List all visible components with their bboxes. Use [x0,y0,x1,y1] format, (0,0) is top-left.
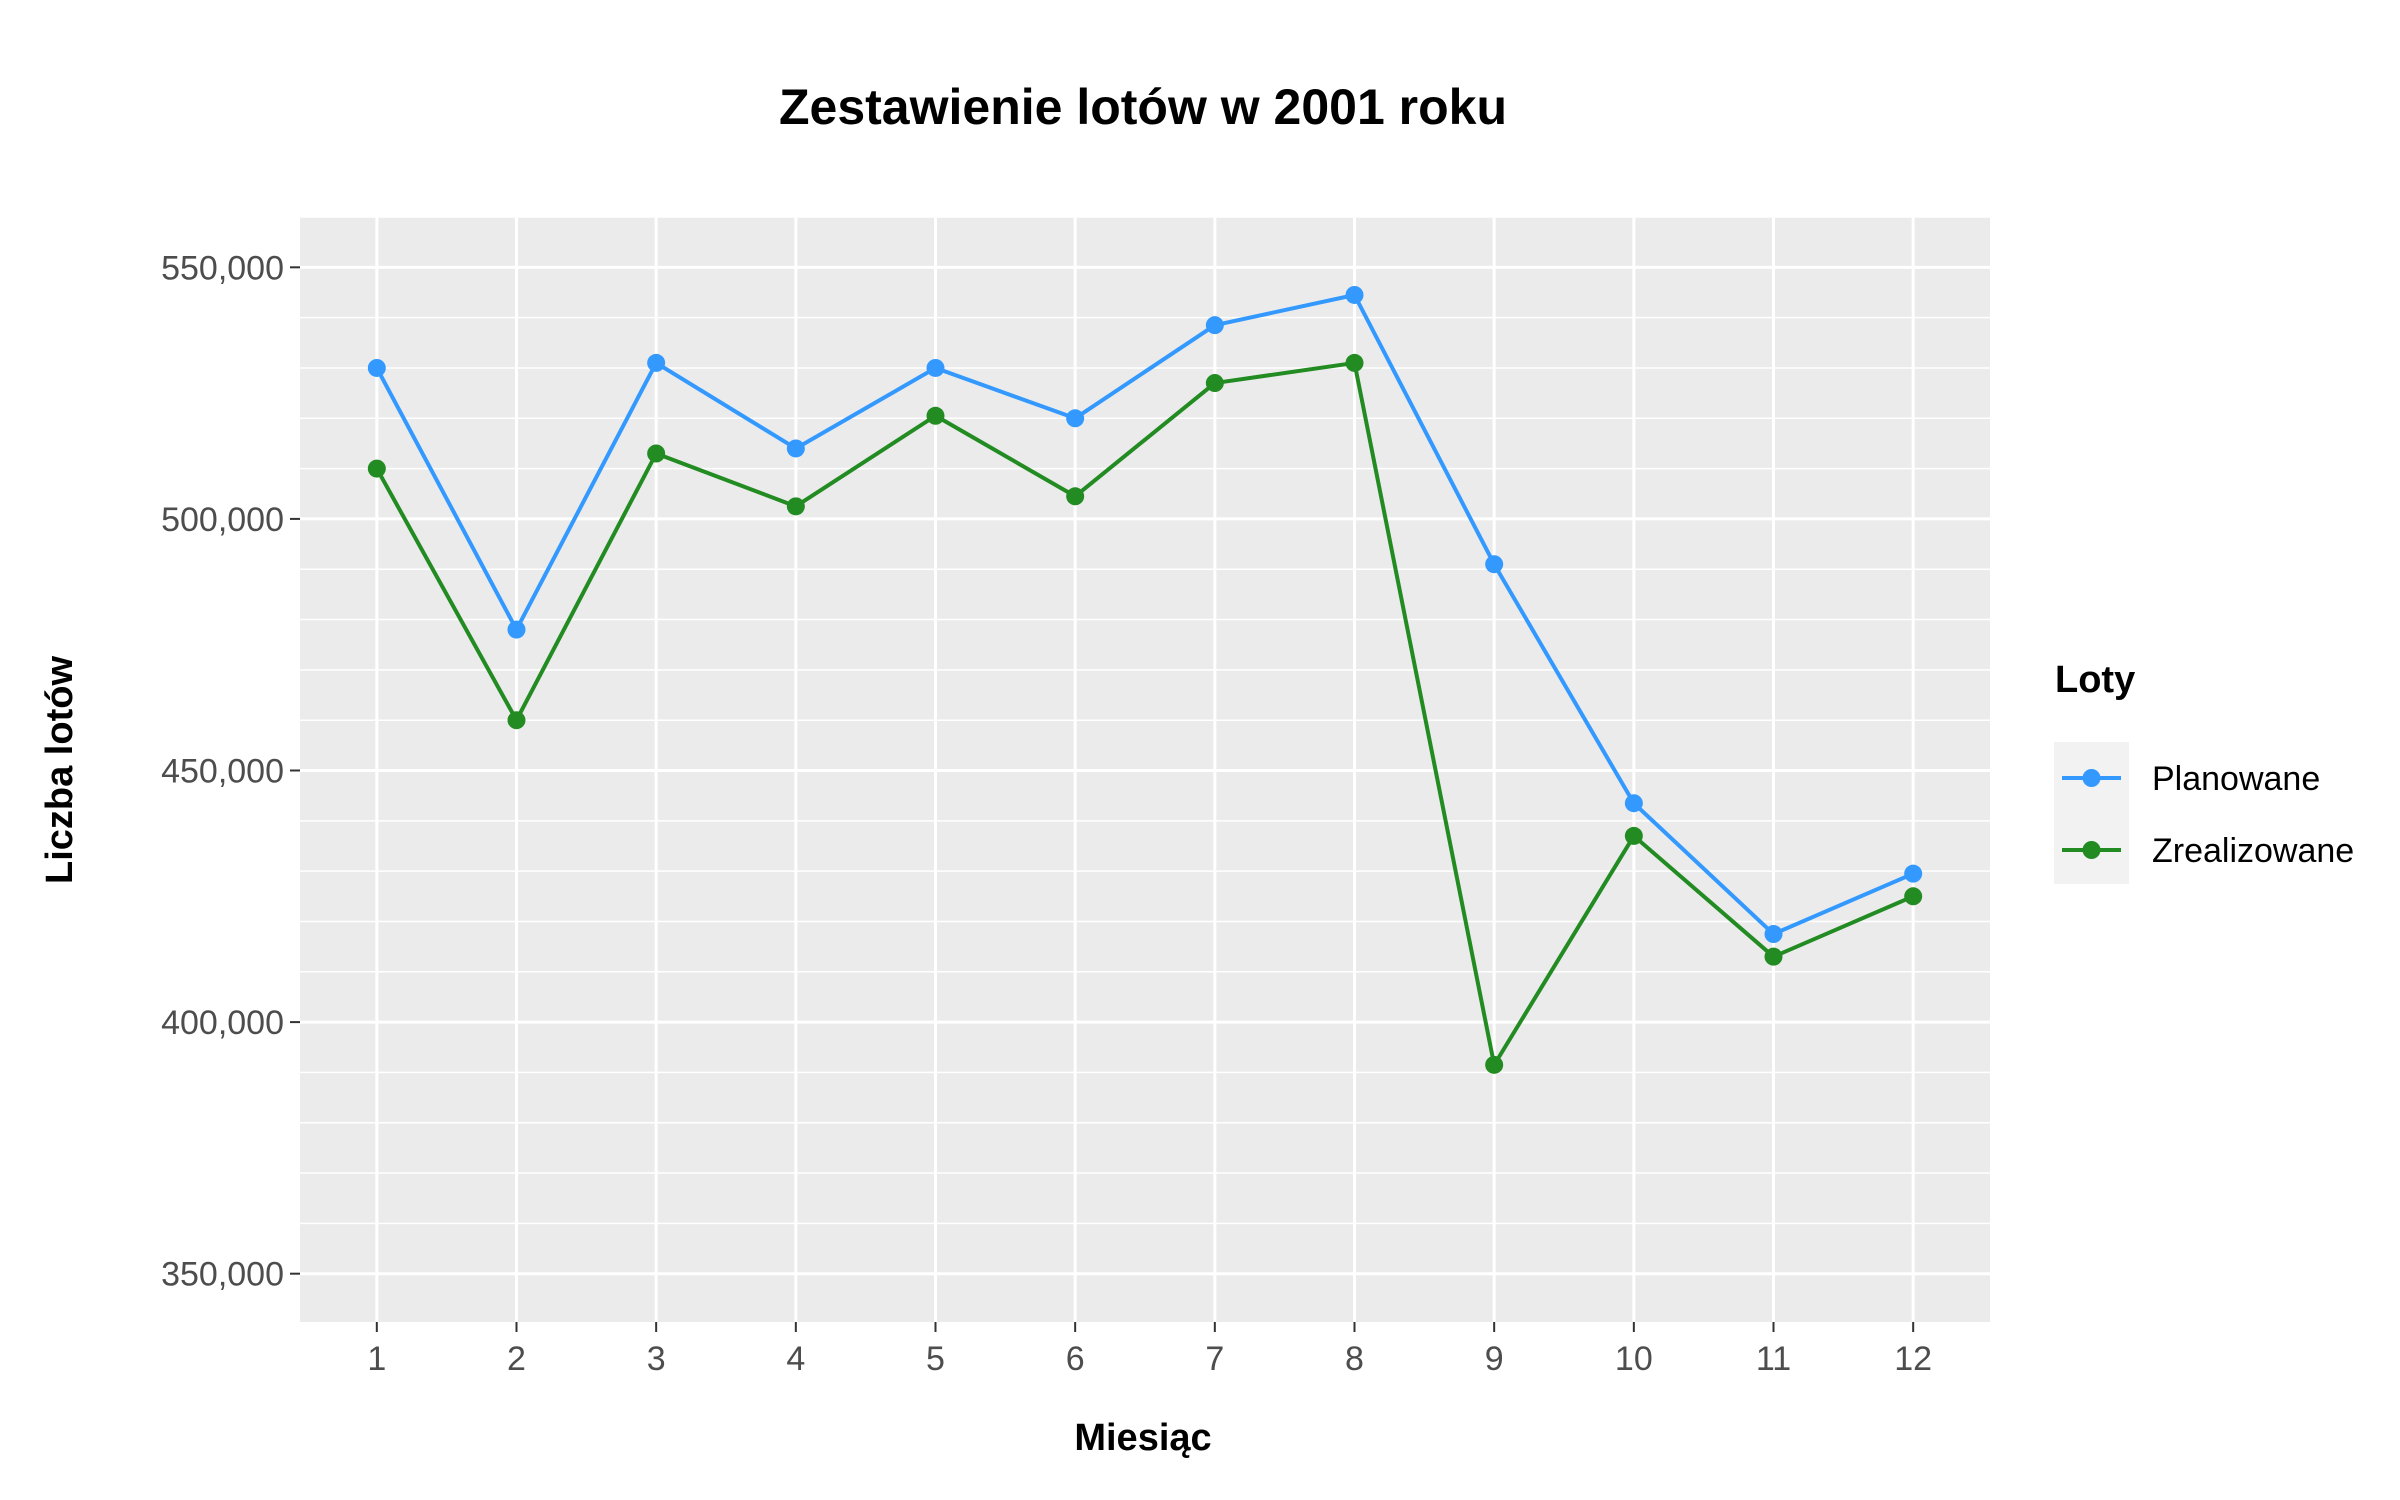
series-line-zrealizowane [375,360,1914,1067]
data-point-planowane [1345,285,1364,304]
y-axis-title: Liczba lotów [39,656,81,884]
data-point-planowane [786,439,805,458]
chart-title: Zestawienie lotów w 2001 roku [779,79,1507,135]
data-point-planowane [1624,794,1643,813]
y-tick-label: 500,000 [161,501,284,539]
x-tick-label: 7 [1205,1340,1224,1378]
x-tick-label: 6 [1066,1340,1085,1378]
data-point-zrealizowane [1485,1055,1504,1074]
y-tick-label: 350,000 [161,1256,284,1294]
data-point-zrealizowane [1904,887,1923,906]
legend-key-point-zrealizowane [2082,841,2101,859]
data-point-planowane [647,353,666,372]
x-tick-label: 9 [1485,1340,1504,1378]
data-point-zrealizowane [507,711,526,730]
x-tick-label: 3 [647,1340,666,1378]
data-point-zrealizowane [786,497,805,516]
data-point-zrealizowane [926,406,945,425]
x-tick-label: 11 [1756,1340,1791,1378]
data-point-zrealizowane [1345,353,1364,372]
data-point-planowane [1066,409,1085,428]
data-point-zrealizowane [1205,374,1224,393]
x-tick-label: 5 [926,1340,945,1378]
x-tick-label: 12 [1894,1340,1932,1378]
data-point-zrealizowane [367,459,386,478]
minor-gridlines [300,216,1990,1225]
data-point-zrealizowane [1764,947,1783,966]
data-point-planowane [367,358,386,377]
data-point-planowane [1485,555,1504,574]
x-axis-ticks: 1 2 3 4 5 6 7 8 9 10 11 12 [367,1322,1932,1378]
x-tick-label: 2 [507,1340,526,1378]
data-point-planowane [507,620,526,639]
legend-key-point-planowane [2082,769,2101,787]
data-point-planowane [1205,316,1224,335]
x-tick-label: 10 [1615,1340,1653,1378]
legend-title: Loty [2055,659,2135,701]
data-point-planowane [1764,925,1783,944]
major-gridlines [300,217,1990,1322]
y-tick-label: 450,000 [161,753,284,791]
legend-label-planowane: Planowane [2152,760,2320,798]
x-tick-label: 4 [786,1340,805,1378]
data-point-planowane [1904,864,1923,883]
series-line-planowane [375,292,1914,937]
legend: Loty Planowane Zrealizowane [2054,659,2354,884]
data-point-zrealizowane [647,444,666,463]
legend-label-zrealizowane: Zrealizowane [2152,832,2354,870]
series-layer [367,285,1923,1074]
y-axis-ticks: 350,000 400,000 450,000 500,000 550,000 [161,249,300,1294]
data-point-planowane [926,358,945,377]
x-tick-label: 1 [367,1340,386,1378]
x-axis-title: Miesiąc [1074,1417,1211,1459]
y-tick-label: 550,000 [161,249,284,287]
data-point-zrealizowane [1624,826,1643,845]
x-tick-label: 8 [1345,1340,1364,1378]
y-tick-label: 400,000 [161,1004,284,1042]
legend-key-background [2054,742,2129,884]
data-point-zrealizowane [1066,487,1085,506]
